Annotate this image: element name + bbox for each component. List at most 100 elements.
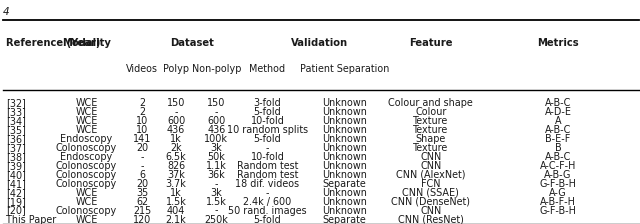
Text: 10 random splits: 10 random splits <box>227 125 308 135</box>
Text: Non-polyp: Non-polyp <box>191 65 241 74</box>
Text: Dataset: Dataset <box>170 38 214 47</box>
Text: Colonoscopy: Colonoscopy <box>56 179 117 189</box>
Text: [36]: [36] <box>6 134 26 144</box>
Text: A-B-C: A-B-C <box>545 125 572 135</box>
Text: Colonoscopy: Colonoscopy <box>56 206 117 215</box>
Text: B-E-F: B-E-F <box>545 134 571 144</box>
Text: A-B-C: A-B-C <box>545 152 572 162</box>
Text: A-C-F-H: A-C-F-H <box>540 161 576 171</box>
Text: -: - <box>214 179 218 189</box>
Text: 18 dif. videos: 18 dif. videos <box>236 179 300 189</box>
Text: [40]: [40] <box>6 170 26 180</box>
Text: [42]: [42] <box>6 188 26 198</box>
Text: CNN: CNN <box>420 206 442 215</box>
Text: 20: 20 <box>136 143 148 153</box>
Text: Unknown: Unknown <box>322 152 367 162</box>
Text: 436: 436 <box>207 125 225 135</box>
Text: Unknown: Unknown <box>322 170 367 180</box>
Text: 10: 10 <box>136 116 148 126</box>
Text: 50 rand. images: 50 rand. images <box>228 206 307 215</box>
Text: CNN: CNN <box>420 161 442 171</box>
Text: WCE: WCE <box>76 116 97 126</box>
Text: 2.1k: 2.1k <box>166 215 186 224</box>
Text: 826: 826 <box>167 161 185 171</box>
Text: Unknown: Unknown <box>322 206 367 215</box>
Text: [19]: [19] <box>6 197 26 207</box>
Text: 120: 120 <box>133 215 151 224</box>
Text: Colonoscopy: Colonoscopy <box>56 143 117 153</box>
Text: Patient Separation: Patient Separation <box>300 65 389 74</box>
Text: Modality: Modality <box>62 38 111 47</box>
Text: 1.5k: 1.5k <box>166 197 186 207</box>
Text: Unknown: Unknown <box>322 125 367 135</box>
Text: 10: 10 <box>136 125 148 135</box>
Text: 600: 600 <box>207 116 225 126</box>
Text: Shape: Shape <box>415 134 446 144</box>
Text: 37k: 37k <box>167 170 185 180</box>
Text: 10-fold: 10-fold <box>251 116 284 126</box>
Text: A-B-G: A-B-G <box>545 170 572 180</box>
Text: [33]: [33] <box>6 107 26 117</box>
Text: 150: 150 <box>207 98 225 108</box>
Text: Endoscopy: Endoscopy <box>60 134 113 144</box>
Text: 5-fold: 5-fold <box>253 134 282 144</box>
Text: CNN: CNN <box>420 152 442 162</box>
Text: 50k: 50k <box>207 152 225 162</box>
Text: [34]: [34] <box>6 116 26 126</box>
Text: Separate: Separate <box>323 215 366 224</box>
Text: WCE: WCE <box>76 125 97 135</box>
Text: Separate: Separate <box>323 179 366 189</box>
Text: B: B <box>555 143 561 153</box>
Text: Colonoscopy: Colonoscopy <box>56 170 117 180</box>
Text: Texture: Texture <box>413 125 449 135</box>
Text: Method: Method <box>250 65 285 74</box>
Text: 141: 141 <box>133 134 151 144</box>
Text: 5-fold: 5-fold <box>253 215 282 224</box>
Text: FCN: FCN <box>421 179 440 189</box>
Text: [35]: [35] <box>6 125 26 135</box>
Text: 2: 2 <box>139 107 145 117</box>
Text: Unknown: Unknown <box>322 161 367 171</box>
Text: CNN (DenseNet): CNN (DenseNet) <box>391 197 470 207</box>
Text: 2: 2 <box>139 98 145 108</box>
Text: 2k: 2k <box>170 143 182 153</box>
Text: 3k: 3k <box>211 143 222 153</box>
Text: CNN (SSAE): CNN (SSAE) <box>403 188 459 198</box>
Text: Reference (Year): Reference (Year) <box>6 38 100 47</box>
Text: Colour and shape: Colour and shape <box>388 98 473 108</box>
Text: Unknown: Unknown <box>322 116 367 126</box>
Text: 1k: 1k <box>170 188 182 198</box>
Text: Unknown: Unknown <box>322 98 367 108</box>
Text: 1.1k: 1.1k <box>206 161 227 171</box>
Text: Random test: Random test <box>237 161 298 171</box>
Text: 150: 150 <box>167 98 185 108</box>
Text: 436: 436 <box>167 125 185 135</box>
Text: Texture: Texture <box>413 143 449 153</box>
Text: -: - <box>174 107 178 117</box>
Text: [20]: [20] <box>6 206 26 215</box>
Text: Texture: Texture <box>413 116 449 126</box>
Text: -: - <box>214 107 218 117</box>
Text: Videos: Videos <box>126 65 158 74</box>
Text: Unknown: Unknown <box>322 197 367 207</box>
Text: A: A <box>555 116 561 126</box>
Text: 600: 600 <box>167 116 185 126</box>
Text: Unknown: Unknown <box>322 188 367 198</box>
Text: 6: 6 <box>139 170 145 180</box>
Text: [39]: [39] <box>6 161 26 171</box>
Text: Metrics: Metrics <box>537 38 579 47</box>
Text: Unknown: Unknown <box>322 134 367 144</box>
Text: WCE: WCE <box>76 215 97 224</box>
Text: -: - <box>140 161 144 171</box>
Text: Unknown: Unknown <box>322 143 367 153</box>
Text: [41]: [41] <box>6 179 26 189</box>
Text: Unknown: Unknown <box>322 107 367 117</box>
Text: A-G: A-G <box>549 188 567 198</box>
Text: 4: 4 <box>3 7 10 17</box>
Text: A-B-F-H: A-B-F-H <box>540 197 576 207</box>
Text: WCE: WCE <box>76 188 97 198</box>
Text: CNN (AlexNet): CNN (AlexNet) <box>396 170 465 180</box>
Text: A-D-E: A-D-E <box>545 107 572 117</box>
Text: 404: 404 <box>167 206 185 215</box>
Text: CNN (ResNet): CNN (ResNet) <box>398 215 463 224</box>
